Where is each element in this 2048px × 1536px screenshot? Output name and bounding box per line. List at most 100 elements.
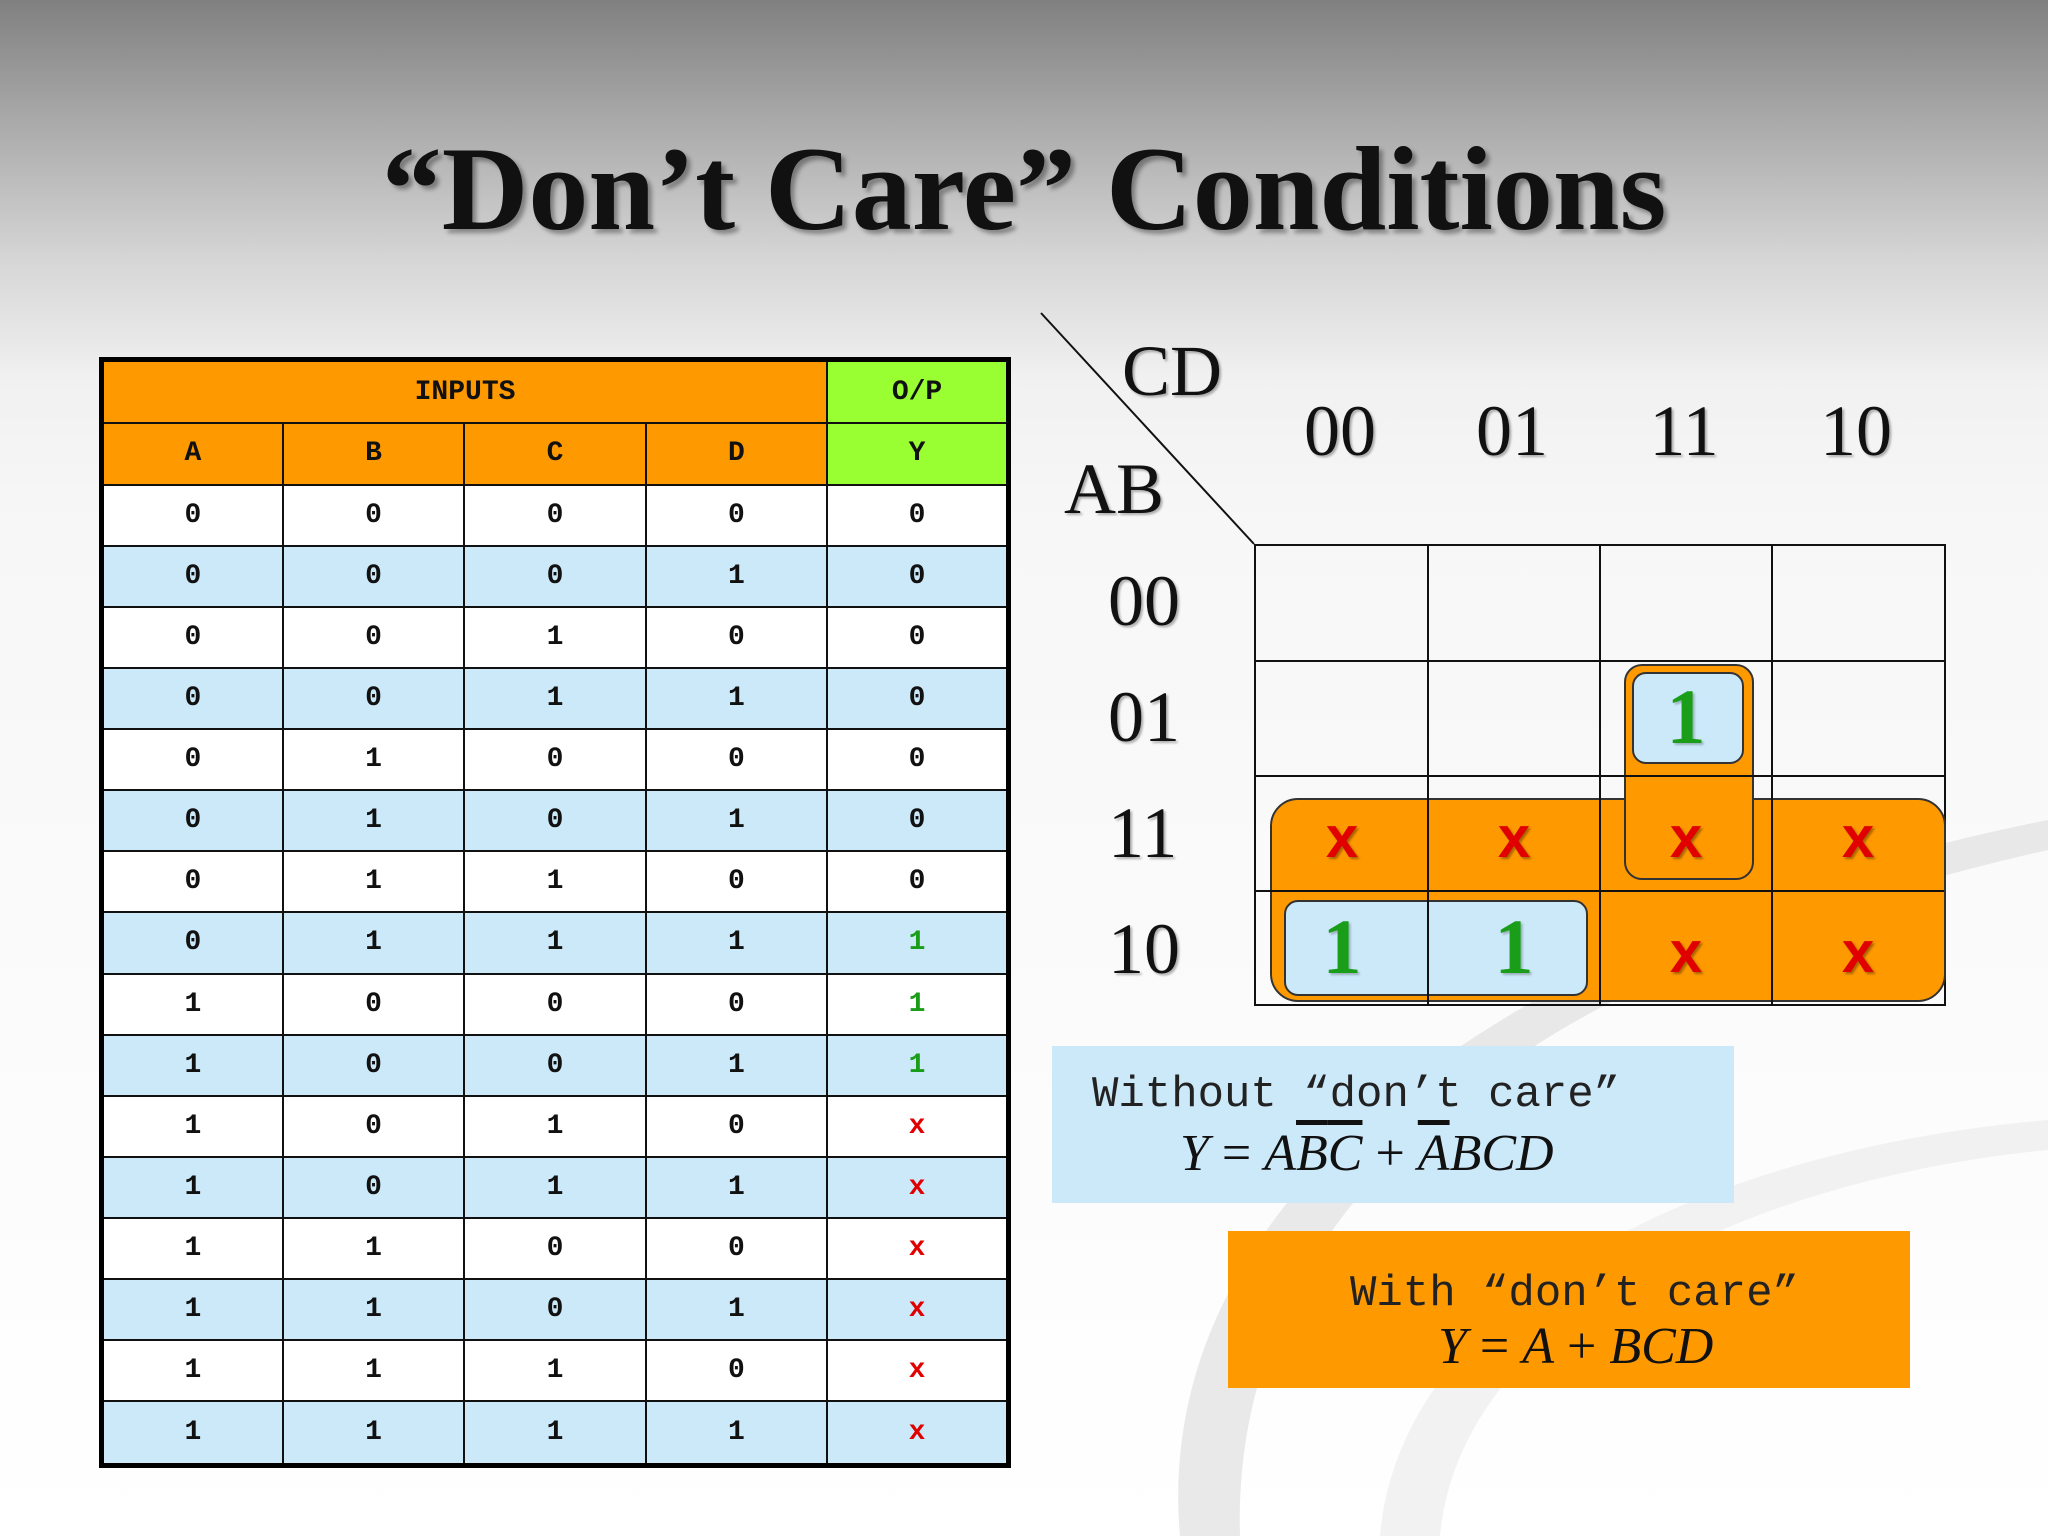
kmap-row-variable: AB [1064, 449, 1165, 529]
eq-operator: = [1208, 1125, 1265, 1182]
with-dont-care-equation: Y = A + BCD [1438, 1317, 1713, 1376]
table-cell: x [826, 1217, 1010, 1281]
kmap-cell-value: x [1669, 805, 1703, 870]
without-dont-care-label: Without “don’t care” [1092, 1070, 1621, 1120]
table-cell: 0 [281, 972, 466, 1036]
table-cell: 1 [100, 1155, 284, 1220]
eq-term: A [1522, 1318, 1555, 1375]
column-header-d: D [644, 422, 829, 486]
eq-term: Y [1438, 1318, 1467, 1375]
output-header: O/P [826, 358, 1010, 425]
table-cell: 1 [100, 1217, 284, 1281]
table-cell: 1 [644, 1400, 829, 1467]
with-dont-care-box: With “don’t care” Y = A + BCD [1228, 1231, 1910, 1388]
table-cell: 1 [281, 1400, 466, 1467]
table-cell: 1 [644, 911, 829, 975]
table-cell: 0 [463, 1033, 647, 1097]
table-cell: 0 [463, 972, 647, 1036]
kmap-col-variable: CD [1122, 331, 1223, 411]
table-cell: 0 [463, 728, 647, 792]
table-cell: 1 [644, 544, 829, 608]
table-cell: 1 [826, 1033, 1010, 1097]
kmap-row-label: 01 [1108, 677, 1180, 757]
group-bcd-cell-highlight [1632, 672, 1744, 764]
table-cell: 0 [463, 483, 647, 547]
kmap-cell-value: x [1841, 920, 1875, 985]
table-cell: 1 [463, 1094, 647, 1158]
table-cell: x [826, 1155, 1010, 1220]
table-cell: 0 [463, 789, 647, 853]
kmap-cell-value: 1 [1322, 903, 1362, 990]
kmap-col-label: 10 [1820, 391, 1892, 471]
table-cell: 0 [100, 666, 284, 731]
table-cell: 0 [826, 728, 1010, 792]
table-cell: 1 [644, 1155, 829, 1220]
table-cell: 1 [463, 666, 647, 731]
eq-term: A [1264, 1125, 1297, 1182]
kmap-line [1256, 890, 1944, 892]
table-cell: 0 [281, 666, 466, 731]
table-cell: 1 [281, 911, 466, 975]
eq-term-complement: A [1417, 1125, 1450, 1182]
table-cell: 0 [644, 1094, 829, 1158]
kmap-row-label: 11 [1108, 793, 1178, 873]
table-cell: 1 [281, 1278, 466, 1342]
eq-term-complement: C [1327, 1125, 1363, 1182]
eq-operator: + [1554, 1318, 1610, 1375]
eq-operator: = [1466, 1318, 1523, 1375]
table-cell: 0 [463, 1278, 647, 1342]
table-cell: 0 [100, 789, 284, 853]
kmap-cell-value: x [1669, 920, 1703, 985]
without-dont-care-box: Without “don’t care” Y = ABC + ABCD [1052, 1046, 1734, 1203]
kmap-cell-value: 1 [1494, 903, 1534, 990]
table-cell: 0 [281, 605, 466, 669]
column-header-c: C [463, 422, 647, 486]
kmap-col-label: 01 [1476, 391, 1548, 471]
table-cell: 0 [644, 1339, 829, 1403]
table-cell: 0 [644, 972, 829, 1036]
table-cell: 1 [644, 789, 829, 853]
column-header-b: B [281, 422, 466, 486]
table-cell: 0 [826, 666, 1010, 731]
table-cell: 1 [463, 850, 647, 914]
table-cell: 0 [100, 605, 284, 669]
table-cell: 0 [281, 1155, 466, 1220]
table-cell: 1 [281, 850, 466, 914]
eq-term: Y [1180, 1125, 1209, 1182]
kmap-grid: 1 x x x x 1 1 x x [1254, 544, 1946, 1006]
slide-title: “Don’t Care” Conditions [381, 122, 1667, 255]
table-cell: 1 [281, 1217, 466, 1281]
table-cell: 1 [281, 728, 466, 792]
kmap-col-label: 00 [1304, 391, 1376, 471]
table-cell: 0 [463, 544, 647, 608]
table-column-header-row: A B C D Y [100, 422, 1010, 486]
kmap-cell-value: x [1325, 805, 1359, 870]
eq-operator: + [1362, 1125, 1418, 1182]
table-cell: 0 [644, 1217, 829, 1281]
with-dont-care-label: With “don’t care” [1350, 1269, 1799, 1319]
table-cell: 1 [644, 1278, 829, 1342]
kmap-line [1256, 660, 1944, 662]
kmap-cell-value: x [1497, 805, 1531, 870]
table-cell: 1 [644, 1033, 829, 1097]
kmap-cell-value: 1 [1666, 673, 1706, 760]
table-cell: x [826, 1278, 1010, 1342]
table-cell: 1 [100, 1339, 284, 1403]
table-cell: 1 [100, 1033, 284, 1097]
inputs-header: INPUTS [100, 358, 829, 425]
table-cell: 0 [100, 911, 284, 975]
table-cell: 1 [463, 1339, 647, 1403]
eq-term: BCD [1609, 1318, 1714, 1375]
